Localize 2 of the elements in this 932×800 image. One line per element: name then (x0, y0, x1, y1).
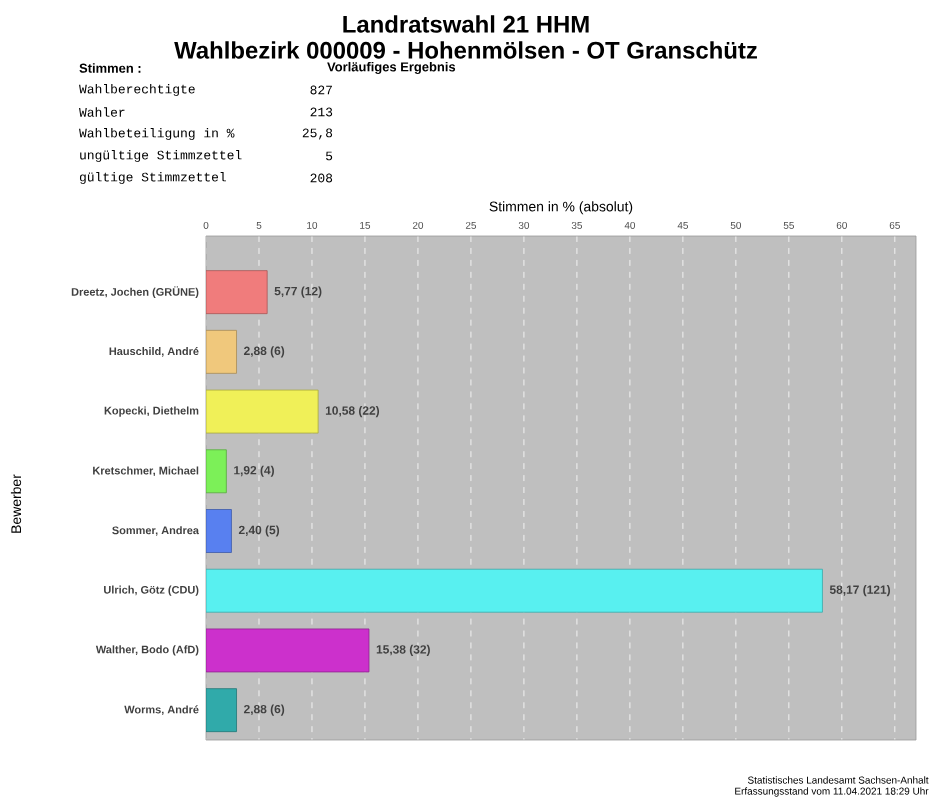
chart-subtitle: Wahlbezirk 000009 - Hohenmölsen - OT Granschütz (174, 41, 757, 59)
chart-title: Landratswahl 21 HHM (343, 15, 589, 33)
